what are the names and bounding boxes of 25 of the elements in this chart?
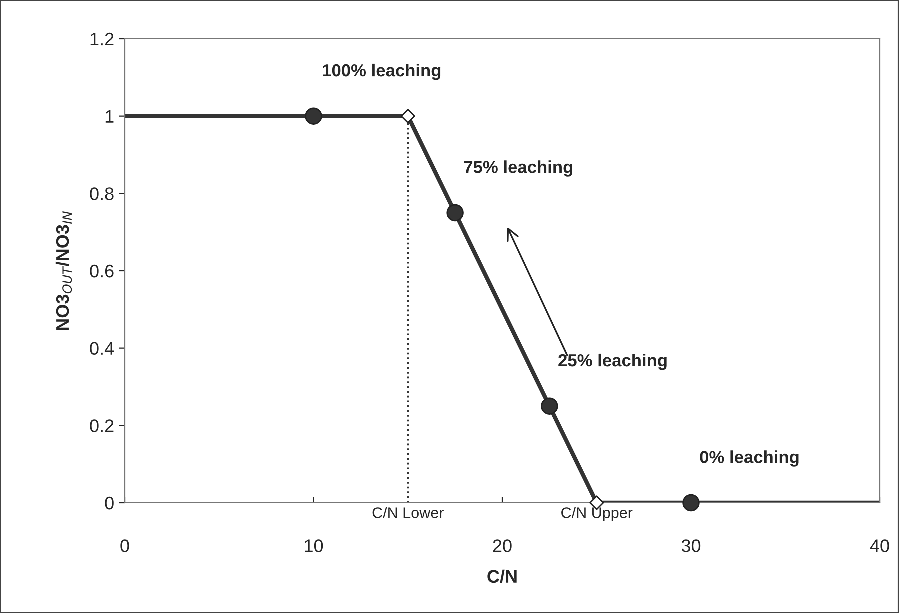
x-tick-label: 30 [682,540,701,552]
y-tick-label: 0.4 [90,342,114,356]
y-tick-label: 0 [105,496,114,510]
annotation: 0% leaching [700,450,799,467]
y-axis-title: NO3$_{OUT}$/NO3$_{IN}$ [56,212,72,330]
y-tick-label: 0.8 [90,188,114,200]
y-tick-label: 0.2 [90,420,114,432]
annotation: C/N Lower [372,507,444,518]
point [400,109,416,124]
point [541,398,558,415]
point [305,108,322,125]
y-tick-label: 1.2 [90,32,114,46]
point [446,204,464,222]
point [682,494,700,512]
annotation: 100% leaching [323,64,441,80]
x-tick-label: 0 [120,540,130,552]
x-tick-label: 40 [870,540,890,552]
x-tick-label: 20 [493,540,512,552]
annotation: 25% leaching [558,354,667,370]
x-axis-title: C/N [488,570,517,584]
annotation: 75% leaching [464,160,572,177]
x-tick-label: 10 [305,540,324,552]
y-tick-label: 0.6 [90,264,114,278]
y-tick-label: 1 [106,110,114,123]
annotation: C/N Upper [562,507,633,522]
